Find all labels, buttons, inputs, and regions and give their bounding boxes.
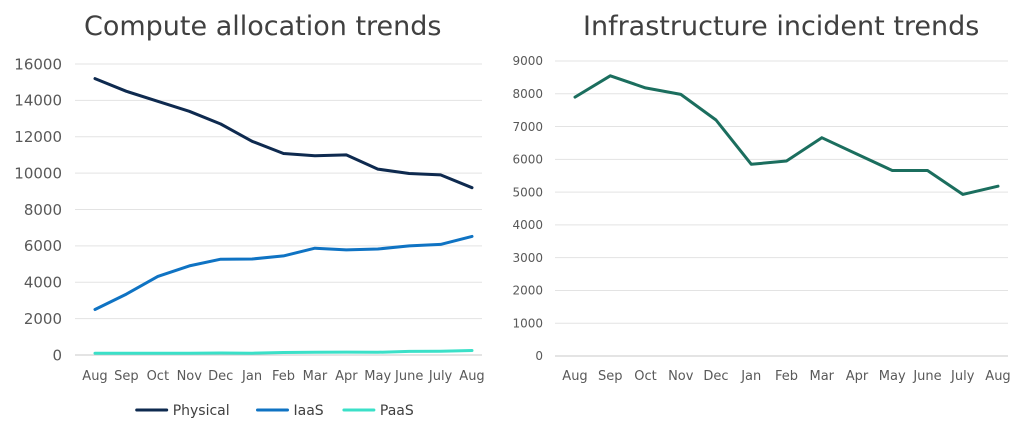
chart1-y-tick-label: 14000: [14, 92, 62, 110]
chart1-x-tick-label: Sep: [114, 369, 139, 384]
chart1-x-tick-label: Mar: [303, 369, 328, 384]
chart2-y-tick-label: 1000: [512, 316, 543, 330]
chart2-title: Infrastructure incident trends: [583, 11, 979, 42]
chart2-x-tick-label: Nov: [668, 369, 694, 384]
chart2-y-tick-label: 6000: [512, 153, 543, 167]
chart1-y-tick-label: 0: [52, 346, 62, 364]
chart2-y-tick-label: 8000: [512, 87, 543, 101]
chart2-series-line-series-1: [573, 74, 1000, 196]
chart1-title: Compute allocation trends: [84, 11, 442, 42]
chart1-x-tick-label: May: [364, 369, 391, 384]
chart1-legend: Physical IaaS PaaS: [135, 403, 414, 419]
chart2-y-tick-label: 9000: [512, 54, 543, 68]
chart1-x-tick-label: Aug: [459, 369, 484, 384]
legend-label-iaas: IaaS: [294, 403, 324, 419]
chart1-x-tick-label: Aug: [82, 369, 107, 384]
chart1-y-tick-label: 2000: [24, 310, 62, 328]
chart1-y-tick-label: 16000: [14, 55, 62, 73]
chart1-x-tick-label: Jan: [241, 369, 262, 384]
chart1-series-line-paas: [93, 349, 474, 355]
chart1-y-tick-label: 10000: [14, 164, 62, 182]
chart1-x-tick-label: Apr: [335, 369, 358, 384]
chart2-x-tick-label: Aug: [985, 369, 1010, 384]
chart2-y-tick-label: 5000: [512, 185, 543, 199]
chart2-y-tick-label: 4000: [512, 218, 543, 232]
chart2-y-tick-label: 0: [535, 349, 543, 363]
chart2-x-tick-label: Jan: [740, 369, 761, 384]
chart1-x-tick-label: Nov: [177, 369, 203, 384]
chart2-y-tick-label: 7000: [512, 120, 543, 134]
chart2-x-tick-label: May: [879, 369, 906, 384]
chart1-series-line-iaas: [93, 234, 474, 311]
chart2: 0 1000 2000 3000 4000 5000 6000 7000 8000 9000 Aug…: [512, 54, 1010, 384]
chart1: 0 2000 4000 6000 8000 10000 12000 14000 16000 Aug…: [14, 55, 484, 419]
chart2-y-tick-label: 2000: [512, 284, 543, 298]
legend-label-physical: Physical: [173, 403, 230, 419]
chart2-x-tick-label: June: [912, 369, 941, 384]
chart1-y-tick-label: 12000: [14, 128, 62, 146]
chart1-series-line-physical: [93, 77, 474, 190]
chart2-x-tick-label: Aug: [562, 369, 587, 384]
chart2-x-tick-label: July: [950, 369, 975, 384]
chart2-x-tick-label: Mar: [809, 369, 834, 384]
legend-label-paas: PaaS: [380, 403, 414, 419]
chart2-x-tick-label: Oct: [634, 369, 656, 384]
chart2-x-tick-label: Sep: [598, 369, 623, 384]
chart1-y-tick-label: 4000: [24, 274, 62, 292]
chart1-y-tick-label: 8000: [24, 201, 62, 219]
chart2-y-tick-label: 3000: [512, 251, 543, 265]
chart2-x-tick-label: Feb: [775, 369, 798, 384]
chart1-x-tick-label: Oct: [147, 369, 169, 384]
chart1-x-tick-label: June: [394, 369, 423, 384]
chart1-x-tick-label: Dec: [208, 369, 233, 384]
chart1-x-tick-label: July: [428, 369, 453, 384]
chart1-x-tick-label: Feb: [272, 369, 295, 384]
chart1-y-tick-label: 6000: [24, 237, 62, 255]
chart2-x-tick-label: Dec: [703, 369, 728, 384]
chart2-x-tick-label: Apr: [846, 369, 869, 384]
